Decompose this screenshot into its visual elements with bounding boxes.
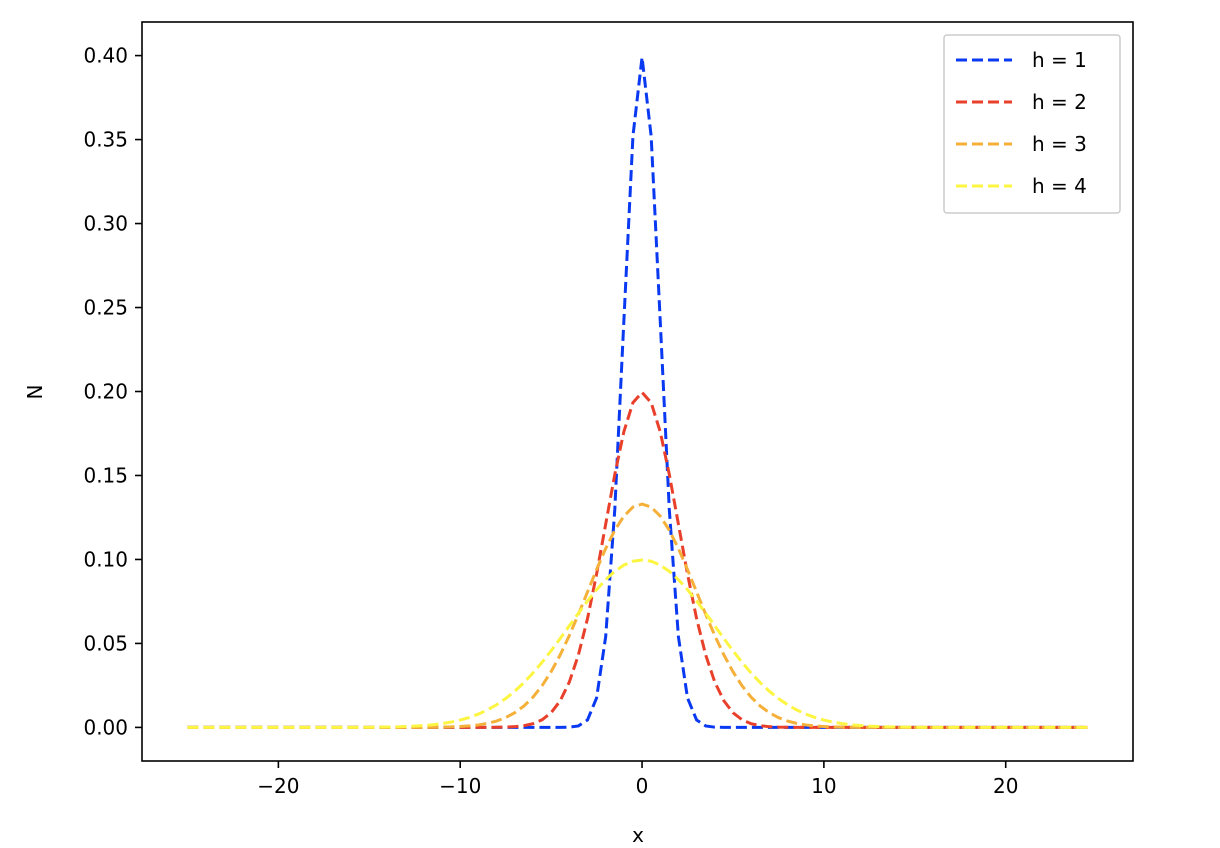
y-tick-label: 0.15 [83, 463, 128, 487]
x-tick-label: 10 [811, 774, 836, 798]
x-tick-label: −20 [257, 774, 299, 798]
legend-label: h = 1 [1032, 48, 1087, 72]
legend-box [943, 34, 1121, 214]
legend-label: h = 4 [1032, 174, 1087, 198]
x-axis: −20 −10 0 10 20 [257, 761, 1018, 798]
x-tick-label: 0 [636, 774, 649, 798]
legend-entry: h = 1 [956, 48, 1087, 72]
y-tick-label: 0.20 [83, 380, 128, 404]
y-tick-label: 0.30 [83, 212, 128, 236]
legend-label: h = 2 [1032, 90, 1087, 114]
series-layer [187, 57, 1088, 729]
y-tick-label: 0.00 [83, 715, 128, 739]
x-tick-label: 20 [993, 774, 1018, 798]
y-tick-label: 0.25 [83, 296, 128, 320]
legend-label: h = 3 [1032, 132, 1087, 156]
legend-entry: h = 3 [956, 132, 1087, 156]
legend-entry: h = 2 [956, 90, 1087, 114]
y-axis-label: N [23, 385, 47, 400]
x-axis-label: x [632, 823, 644, 847]
legend-items: h = 1 h = 2 h = 3 h = 4 [956, 48, 1087, 198]
series-line-4 [187, 558, 1088, 729]
legend-entry: h = 4 [956, 174, 1087, 198]
y-axis: 0.00 0.05 0.10 0.15 0.20 0.25 0.30 0.35 0.40 [83, 44, 142, 739]
y-tick-label: 0.40 [83, 44, 128, 68]
y-tick-label: 0.35 [83, 128, 128, 152]
y-tick-label: 0.05 [83, 631, 128, 655]
legend: h = 1 h = 2 h = 3 h = 4 [943, 34, 1121, 214]
x-tick-label: −10 [439, 774, 481, 798]
y-tick-label: 0.10 [83, 547, 128, 571]
